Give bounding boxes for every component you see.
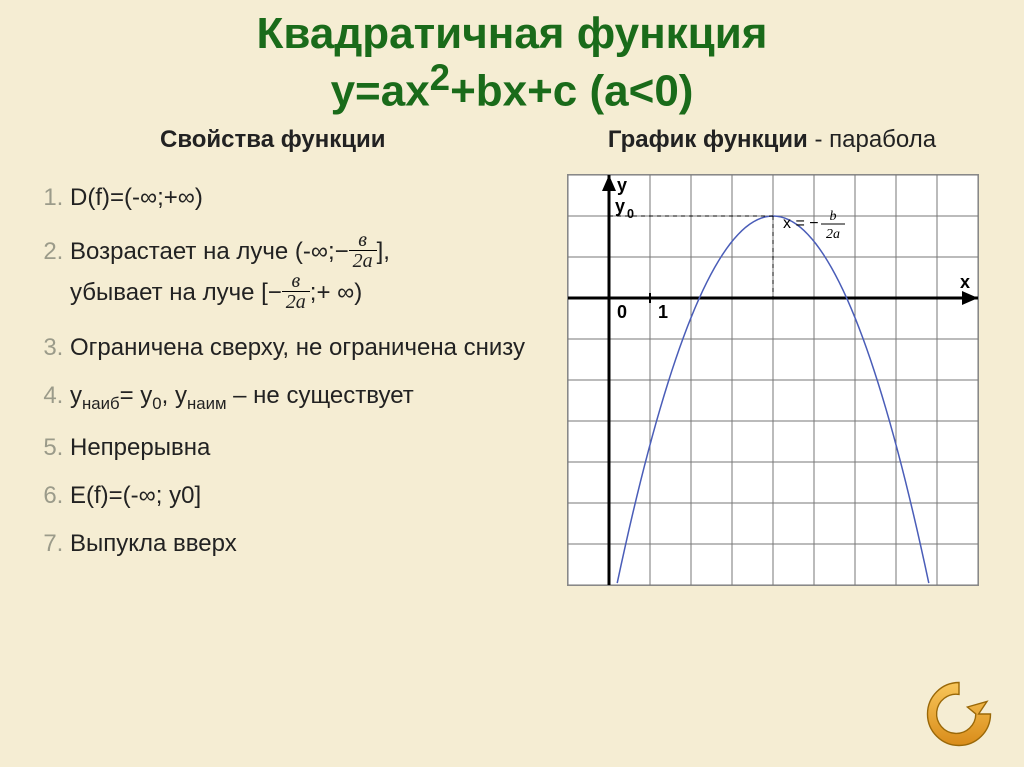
fraction-icon: в2a: [282, 271, 310, 312]
property-5: Непрерывна: [70, 434, 550, 462]
title-line2: y=ax2+bx+c (a<0): [0, 58, 1024, 116]
svg-text:2a: 2a: [826, 227, 840, 242]
parabola-chart: yy0x01x = −b2a: [567, 174, 979, 586]
property-7: Выпукла вверх: [70, 530, 550, 558]
title-line1: Квадратичная функция: [0, 10, 1024, 58]
svg-text:x: x: [960, 272, 970, 292]
property-3: Ограничена сверху, не ограничена снизу: [70, 334, 550, 362]
properties-heading: Свойства функции: [40, 126, 550, 154]
svg-text:y: y: [615, 196, 625, 216]
property-6: E(f)=(-∞; y0]: [70, 482, 550, 510]
svg-text:0: 0: [617, 302, 627, 322]
svg-text:1: 1: [658, 302, 668, 322]
graph-heading: График функции - парабола: [550, 126, 994, 154]
property-2: Возрастает на луче (-∞;−в2a], убывает на…: [70, 232, 550, 314]
page-title: Квадратичная функция y=ax2+bx+c (a<0): [0, 0, 1024, 116]
fraction-icon: в2a: [349, 230, 377, 271]
svg-text:0: 0: [627, 207, 634, 221]
property-4: yнаиб= y0, yнаим – не существует: [70, 382, 550, 414]
properties-list: D(f)=(-∞;+∞) Возрастает на луче (-∞;−в2a…: [40, 184, 550, 558]
svg-text:b: b: [830, 209, 837, 224]
svg-text:x = −: x = −: [783, 215, 819, 232]
property-1: D(f)=(-∞;+∞): [70, 184, 550, 212]
svg-text:y: y: [617, 175, 627, 195]
back-arrow-button[interactable]: [924, 679, 994, 749]
